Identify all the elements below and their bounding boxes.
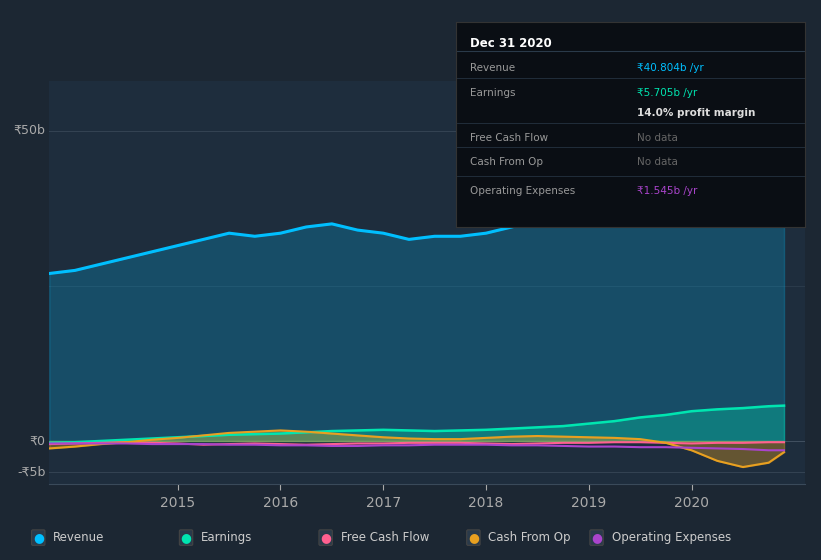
Text: ₹0: ₹0 <box>30 435 45 447</box>
Text: Cash From Op: Cash From Op <box>470 157 543 167</box>
Text: No data: No data <box>637 133 678 143</box>
Text: ●: ● <box>320 531 331 544</box>
Text: No data: No data <box>637 157 678 167</box>
Text: ●: ● <box>468 531 479 544</box>
Text: ₹40.804b /yr: ₹40.804b /yr <box>637 63 704 73</box>
Text: ●: ● <box>33 531 44 544</box>
Text: Operating Expenses: Operating Expenses <box>612 531 731 544</box>
Text: 14.0% profit margin: 14.0% profit margin <box>637 108 755 118</box>
Text: Free Cash Flow: Free Cash Flow <box>470 133 548 143</box>
Text: ₹50b: ₹50b <box>14 124 45 137</box>
Text: -₹5b: -₹5b <box>17 465 45 478</box>
Text: Earnings: Earnings <box>470 88 515 98</box>
Text: Earnings: Earnings <box>201 531 253 544</box>
Text: ₹1.545b /yr: ₹1.545b /yr <box>637 186 698 196</box>
Text: Cash From Op: Cash From Op <box>488 531 571 544</box>
Text: ●: ● <box>181 531 191 544</box>
Text: Revenue: Revenue <box>53 531 105 544</box>
Text: ●: ● <box>591 531 602 544</box>
Text: Free Cash Flow: Free Cash Flow <box>341 531 429 544</box>
Text: Dec 31 2020: Dec 31 2020 <box>470 37 552 50</box>
Text: Revenue: Revenue <box>470 63 515 73</box>
Text: Operating Expenses: Operating Expenses <box>470 186 575 196</box>
Text: ₹5.705b /yr: ₹5.705b /yr <box>637 88 697 98</box>
